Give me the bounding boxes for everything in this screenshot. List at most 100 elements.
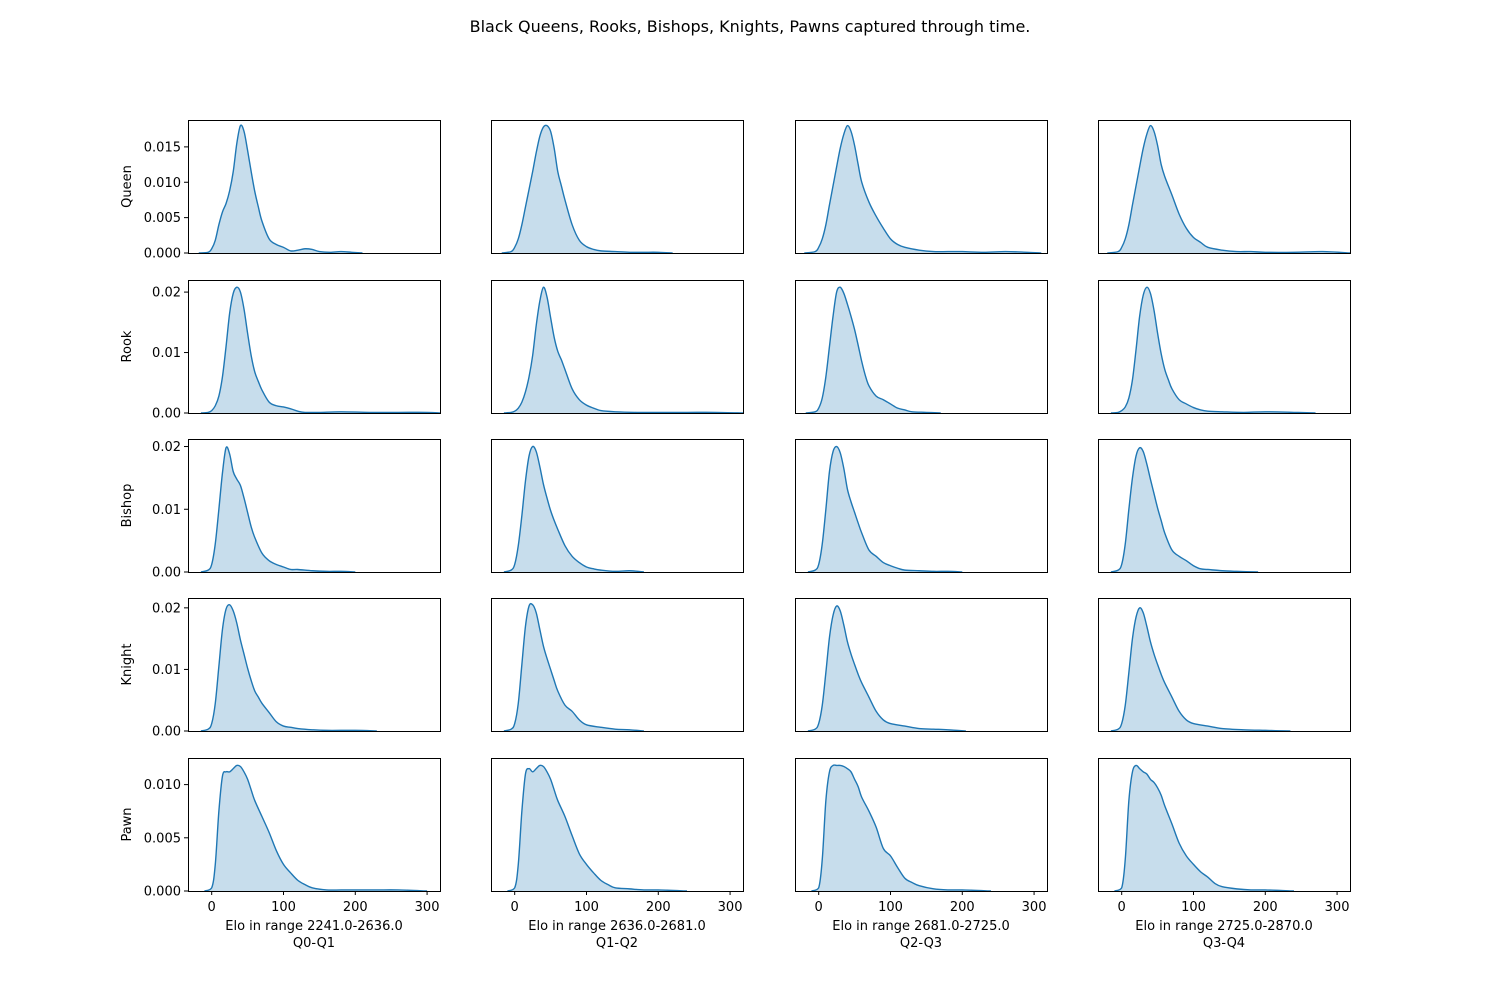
kde-panel-queen-3: [795, 120, 1048, 254]
axes-frame: [1098, 280, 1351, 414]
axes-frame: [188, 280, 441, 414]
density-area: [1110, 447, 1259, 572]
x-tick-label: 200: [950, 900, 975, 915]
density-area: [503, 603, 644, 731]
y-axis-label-queen: Queen: [120, 165, 135, 208]
x-axis-label-quartile: Q3-Q4: [1203, 936, 1245, 951]
density-area: [805, 287, 941, 413]
y-tick-label: 0.010: [144, 778, 181, 793]
density-area: [200, 604, 377, 731]
axes-frame: [795, 758, 1048, 892]
x-tick-label: 200: [646, 900, 671, 915]
y-tick-label: 0.005: [144, 211, 181, 226]
kde-panel-pawn-3: 0 100 200 300 Elo in range 2681.0-2725.0 Q2-Q…: [795, 758, 1048, 951]
kde-panel-pawn-2: 0 100 200 300 Elo in range 2636.0-2681.0 Q1-Q…: [491, 758, 744, 951]
y-axis-label-pawn: Pawn: [120, 807, 135, 841]
x-axis-label-quartile: Q1-Q2: [596, 936, 638, 951]
density-area: [811, 764, 991, 891]
kde-panel-rook-1: 0.00 0.01 0.02 Rook: [120, 280, 441, 422]
x-tick-label: 200: [343, 900, 368, 915]
density-area: [198, 125, 363, 253]
y-tick-label: 0.01: [152, 346, 181, 361]
density-area: [503, 446, 644, 572]
density-line: [807, 445, 963, 572]
figure-title: Black Queens, Rooks, Bishops, Knights, P…: [469, 17, 1031, 36]
x-axis-label-range: Elo in range 2241.0-2636.0: [225, 919, 403, 934]
kde-panel-rook-2: [491, 280, 744, 414]
density-area: [807, 605, 966, 731]
density-line: [501, 124, 673, 253]
kde-panel-knight-2: [491, 598, 744, 732]
kde-panel-queen-2: [491, 120, 744, 254]
x-tick-label: 300: [718, 900, 743, 915]
density-area: [200, 446, 356, 572]
kde-panel-knight-3: [795, 598, 1048, 732]
density-area: [807, 446, 963, 572]
y-tick-label: 0.000: [144, 247, 181, 262]
kde-panel-bishop-1: 0.00 0.01 0.02 Bishop: [120, 439, 441, 581]
axes-frame: [795, 280, 1048, 414]
axes-frame: [188, 598, 441, 732]
y-tick-label: 0.01: [152, 663, 181, 678]
y-tick-label: 0.02: [152, 601, 181, 616]
axes-frame: [188, 439, 441, 573]
density-line: [805, 286, 941, 413]
kde-panel-pawn-1: 0.000 0.005 0.010 Pawn 0 100 200 300 Elo in rang…: [120, 758, 441, 951]
x-axis-label-range: Elo in range 2681.0-2725.0: [832, 919, 1010, 934]
y-axis-label-bishop: Bishop: [120, 484, 135, 528]
x-tick-label: 200: [1253, 900, 1278, 915]
x-tick-label: 0: [208, 900, 216, 915]
axes-frame: [491, 439, 744, 573]
y-tick-label: 0.00: [152, 407, 181, 422]
density-area: [501, 125, 673, 253]
kde-panel-queen-4: [1098, 120, 1351, 254]
kde-panel-rook-3: [795, 280, 1048, 414]
y-tick-label: 0.015: [144, 140, 181, 155]
axes-frame: [795, 439, 1048, 573]
density-area: [804, 125, 1042, 253]
density-line: [807, 605, 966, 731]
axes-frame: [795, 598, 1048, 732]
density-line: [200, 446, 356, 572]
kde-panel-knight-4: [1098, 598, 1351, 732]
density-area: [503, 287, 743, 413]
x-tick-label: 100: [574, 900, 599, 915]
y-tick-label: 0.01: [152, 503, 181, 518]
axes-frame: [1098, 598, 1351, 732]
density-line: [1107, 124, 1350, 253]
y-tick-label: 0.005: [144, 831, 181, 846]
y-axis-label-rook: Rook: [120, 330, 135, 362]
density-area: [200, 287, 440, 413]
density-line: [200, 604, 377, 731]
density-line: [507, 764, 688, 891]
axes-frame: [188, 758, 441, 892]
kde-panel-bishop-2: [491, 439, 744, 573]
density-area: [1110, 287, 1316, 413]
density-line: [503, 602, 644, 731]
density-area: [507, 765, 687, 891]
density-line: [503, 286, 743, 413]
density-line: [204, 764, 428, 891]
x-axis-label-range: Elo in range 2725.0-2870.0: [1135, 919, 1313, 934]
kde-panel-bishop-3: [795, 439, 1048, 573]
density-line: [503, 445, 644, 572]
y-axis-label-knight: Knight: [120, 644, 135, 686]
kde-panel-pawn-4: 0 100 200 300 Elo in range 2725.0-2870.0 Q3-Q…: [1098, 758, 1351, 951]
x-tick-label: 0: [815, 900, 823, 915]
density-line: [1110, 446, 1259, 572]
y-tick-label: 0.00: [152, 725, 181, 740]
y-tick-label: 0.010: [144, 176, 181, 191]
x-tick-label: 300: [415, 900, 440, 915]
density-line: [1110, 286, 1316, 413]
kde-panel-bishop-4: [1098, 439, 1351, 573]
density-area: [1114, 765, 1294, 891]
x-tick-label: 100: [1181, 900, 1206, 915]
kde-panel-queen-1: 0.000 0.005 0.010 0.015 Queen: [120, 120, 441, 262]
density-line: [811, 764, 992, 891]
axes-frame: [491, 758, 744, 892]
axes-frame: [1098, 758, 1351, 892]
x-tick-label: 300: [1325, 900, 1350, 915]
y-tick-label: 0.02: [152, 286, 181, 301]
